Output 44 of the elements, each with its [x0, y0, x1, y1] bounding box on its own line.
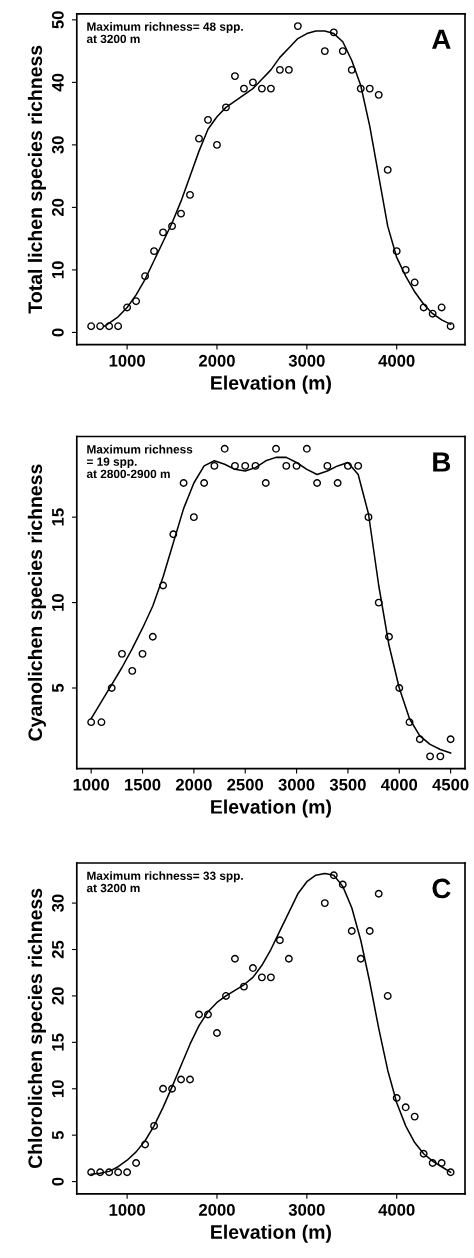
y-axis-title: Total lichen species richness	[27, 45, 46, 314]
y-tick-label: 5	[52, 1131, 64, 1140]
x-tick-label: 3000	[288, 354, 325, 367]
y-tick-label: 0	[51, 1177, 64, 1186]
y-axis-title: Cyanolichen species richness	[27, 464, 46, 741]
y-tick-label: 30	[51, 894, 64, 912]
y-tick-label: 50	[51, 11, 64, 29]
x-tick-label: 3000	[278, 778, 315, 791]
y-tick-label: 20	[51, 987, 64, 1005]
x-tick-label: 2500	[227, 778, 264, 791]
annotation: Maximum richness= 33 spp. at 3200 m	[86, 871, 243, 893]
x-axis-title: Elevation (m)	[211, 799, 331, 818]
y-tick-label: 0	[51, 328, 64, 337]
annotation: Maximum richness= 48 spp. at 3200 m	[86, 22, 243, 44]
x-axis-title: Elevation (m)	[211, 1224, 331, 1243]
y-tick-label: 15	[52, 508, 64, 526]
y-tick-label: 10	[51, 261, 64, 279]
x-tick-label: 3000	[288, 1204, 325, 1216]
x-tick-label: 1000	[109, 354, 145, 367]
x-tick-label: 1000	[109, 1204, 145, 1216]
x-tick-label: 1000	[73, 778, 110, 791]
y-tick-label: 30	[51, 136, 64, 154]
annotation: A	[432, 29, 451, 49]
y-tick-label: 5	[52, 683, 64, 693]
x-tick-label: 2000	[199, 1204, 235, 1216]
y-tick-label: 10	[51, 594, 64, 611]
x-tick-label: 4000	[378, 354, 415, 367]
y-tick-label: 10	[51, 1080, 64, 1097]
annotation: B	[433, 452, 451, 472]
x-tick-label: 3500	[329, 778, 366, 791]
x-tick-label: 4000	[378, 1204, 415, 1216]
annotation: C	[432, 878, 451, 899]
x-tick-label: 2000	[175, 778, 212, 791]
y-tick-label: 15	[52, 1033, 64, 1051]
y-tick-label: 25	[51, 940, 64, 959]
y-tick-label: 20	[51, 198, 64, 217]
annotation: Maximum richness = 19 spp. at 2800-2900 m	[86, 444, 193, 479]
x-tick-label: 4500	[432, 778, 469, 791]
x-tick-label: 4000	[380, 778, 418, 791]
y-tick-label: 40	[51, 73, 64, 92]
x-axis-title: Elevation (m)	[211, 375, 331, 394]
y-axis-title: Chlorolichen species richness	[27, 888, 46, 1169]
x-tick-label: 2000	[199, 354, 235, 367]
x-tick-label: 1500	[125, 778, 161, 791]
